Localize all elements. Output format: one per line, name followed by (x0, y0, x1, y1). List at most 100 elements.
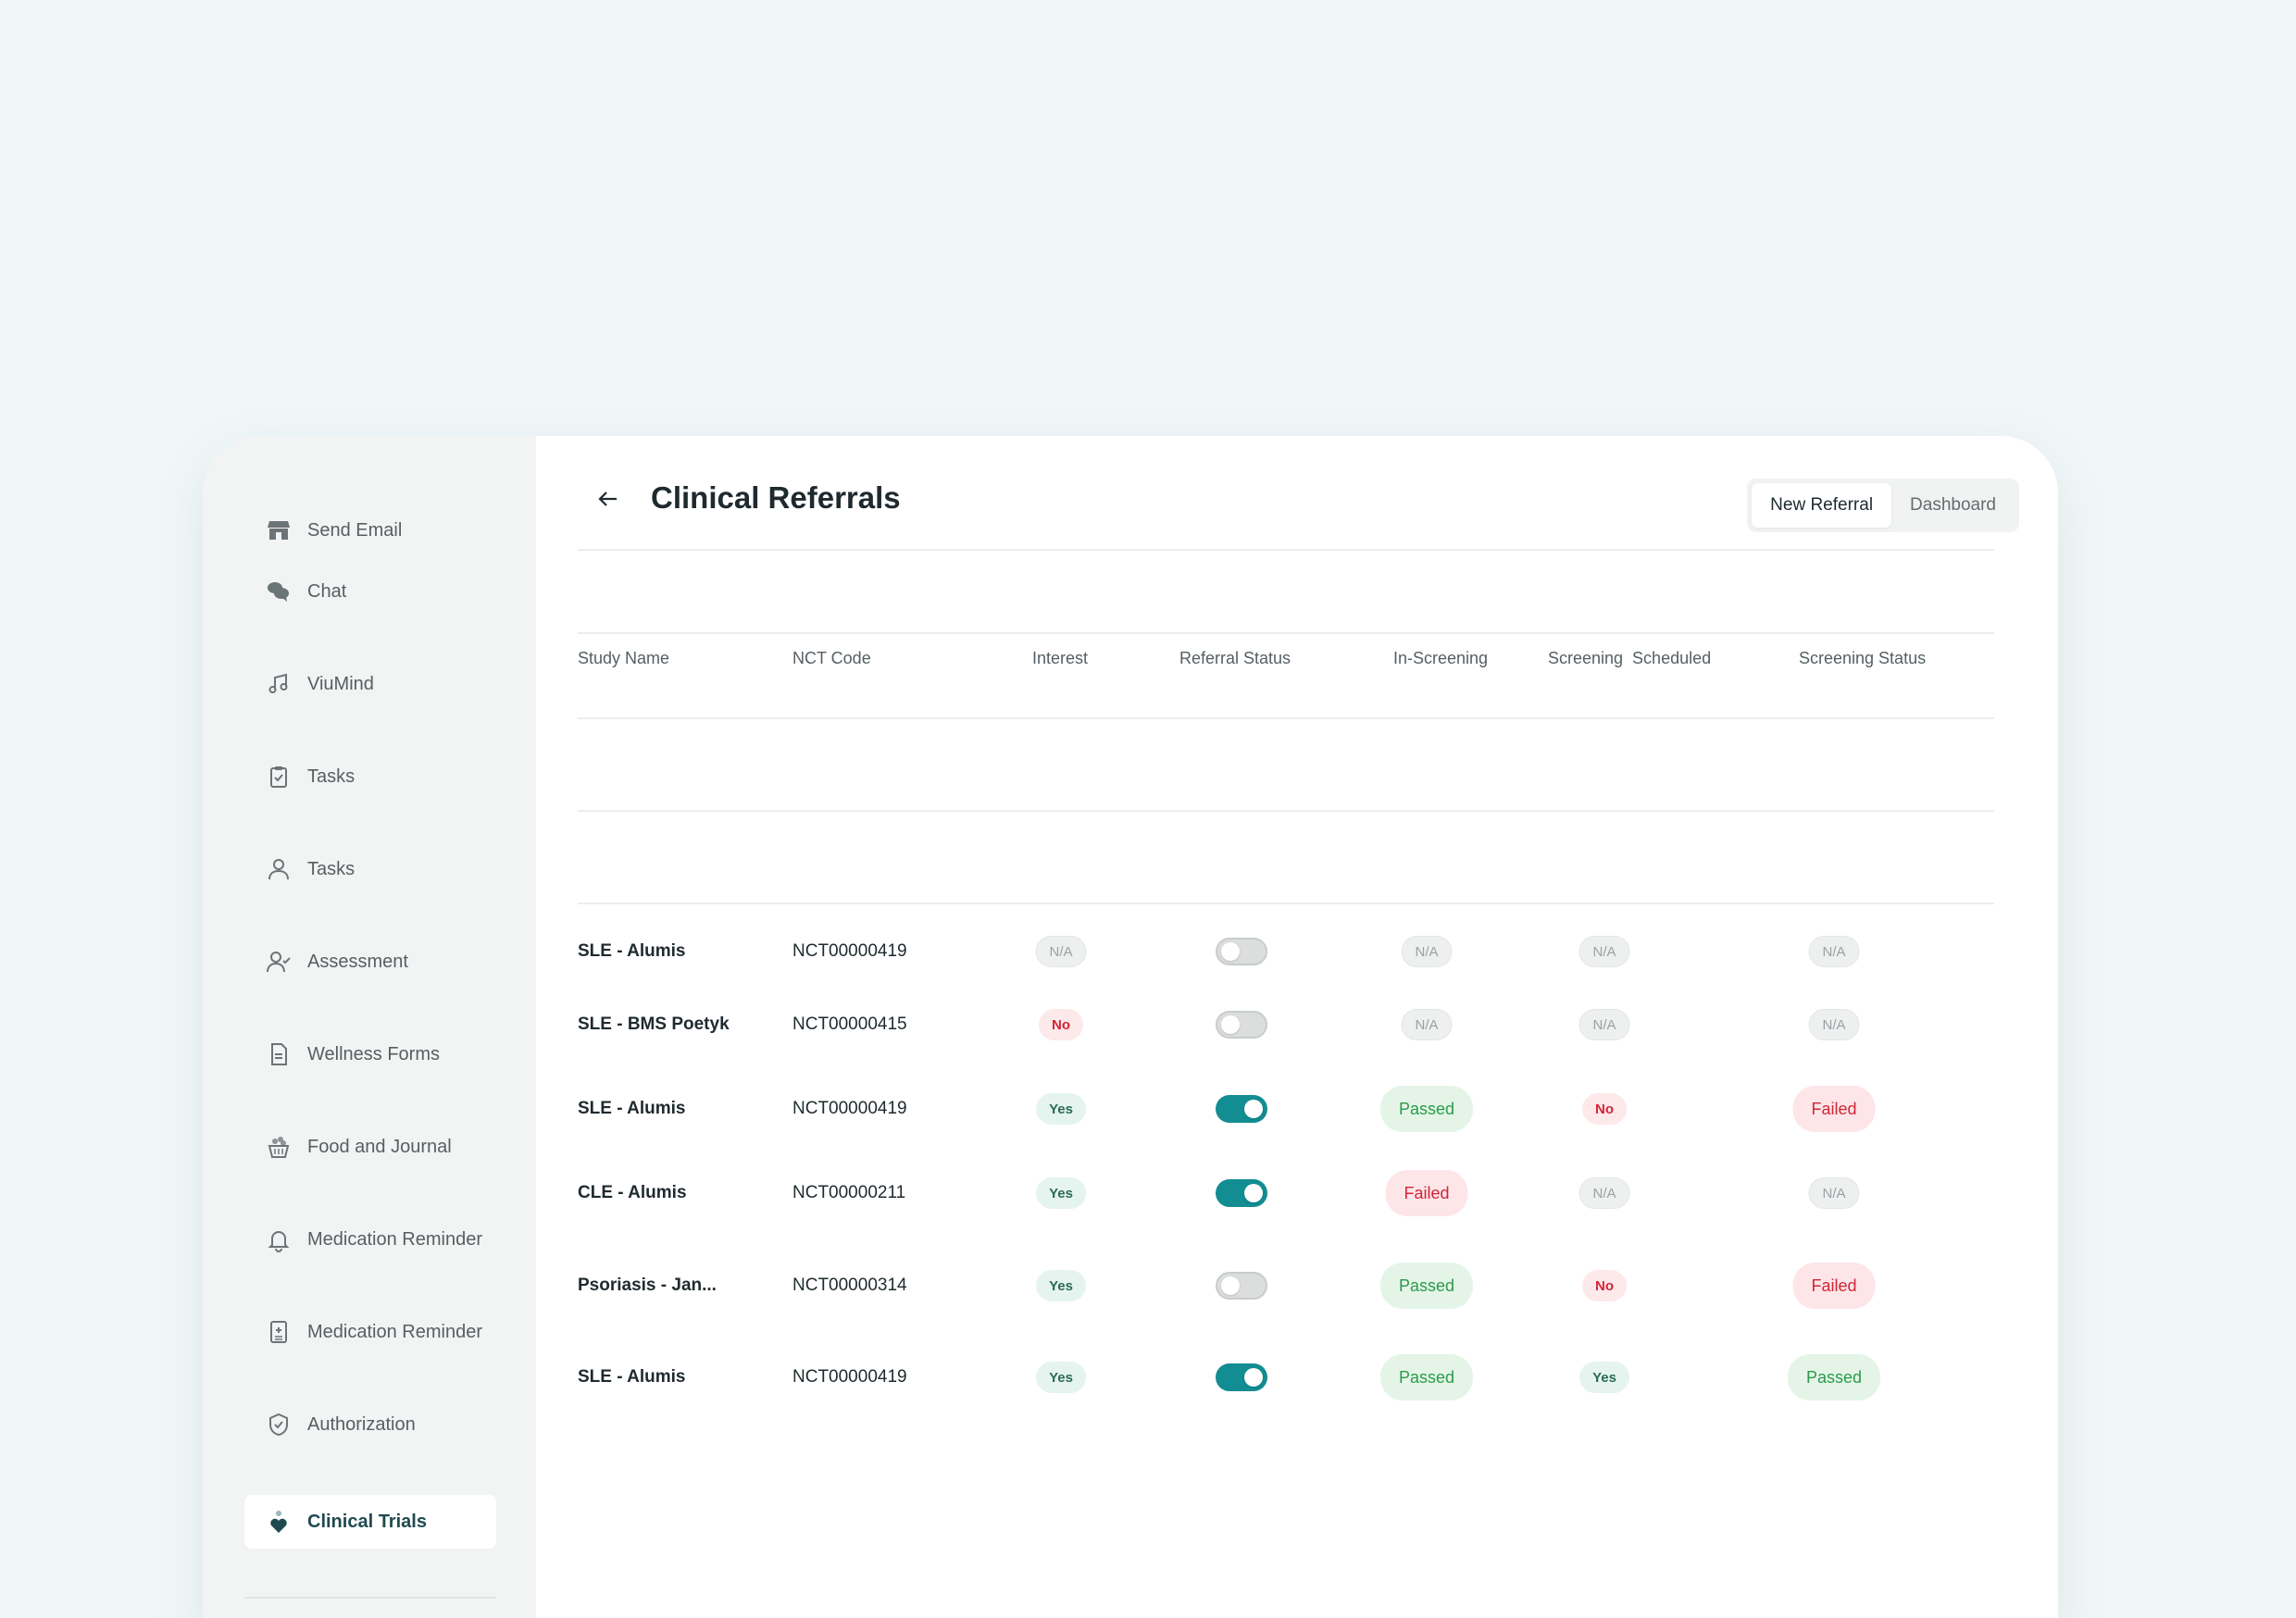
study-name-cell: SLE - Alumis (578, 1367, 686, 1387)
sidebar-divider (244, 1597, 496, 1599)
referral-status-toggle[interactable] (1216, 1179, 1267, 1207)
sidebar-item-tasks[interactable]: Tasks (244, 750, 496, 803)
referral-status-toggle[interactable] (1216, 938, 1267, 965)
nct-code-cell: NCT00000211 (792, 1183, 906, 1202)
screening-scheduled-badge: No (1582, 1270, 1627, 1301)
screening-status-badge: N/A (1808, 1177, 1860, 1209)
interest-cell: Yes (1036, 1177, 1086, 1209)
in-screening-cell: Passed (1379, 1354, 1474, 1400)
music-note-icon (265, 670, 293, 698)
nct-code-cell: NCT00000419 (792, 941, 907, 961)
store-icon (265, 517, 293, 544)
study-name-cell: SLE - BMS Poetyk (578, 1014, 730, 1034)
column-header-screening-status: Screening Status (1799, 649, 1927, 667)
row-divider (578, 717, 1994, 719)
table-header: Study Name NCT Code Interest Referral St… (578, 649, 1994, 686)
screening-scheduled-badge: N/A (1578, 1009, 1630, 1040)
screening-status-badge: Failed (1792, 1263, 1876, 1309)
arrow-left-icon (598, 489, 618, 514)
user-check-icon (265, 948, 293, 976)
sidebar-item-assessment[interactable]: Assessment (244, 935, 496, 989)
referral-status-cell (1216, 1011, 1267, 1039)
sidebar-item-label: Send Email (307, 519, 403, 541)
sidebar-item-tasks-user[interactable]: Tasks (244, 842, 496, 896)
referral-status-toggle[interactable] (1216, 1011, 1267, 1039)
in-screening-badge: N/A (1401, 1009, 1453, 1040)
row-divider (578, 549, 1994, 551)
referral-status-cell (1216, 1363, 1267, 1391)
in-screening-cell: Passed (1379, 1086, 1474, 1132)
nct-code-cell: NCT00000419 (792, 1099, 907, 1118)
sidebar-item-authorization[interactable]: Authorization (244, 1398, 496, 1451)
screening-scheduled-badge: N/A (1578, 936, 1630, 967)
food-basket-icon (265, 1133, 293, 1161)
view-switcher: New Referral Dashboard (1747, 479, 2019, 532)
in-screening-badge: Passed (1379, 1354, 1474, 1400)
column-header-study-name: Study Name (578, 649, 670, 667)
screening-status-cell: N/A (1808, 1009, 1860, 1040)
tab-new-referral[interactable]: New Referral (1752, 483, 1892, 528)
interest-badge: Yes (1036, 1093, 1086, 1125)
nct-code-cell: NCT00000314 (792, 1276, 907, 1295)
table-row[interactable]: SLE - Alumis NCT00000419 Yes Passed Yes Passe… (578, 1350, 1994, 1405)
screening-scheduled-cell: N/A (1578, 1177, 1630, 1209)
app-window: Send Email Chat ViuMind Tasks Tasks (203, 436, 2058, 1618)
heart-person-icon (265, 1508, 293, 1536)
back-button[interactable] (592, 484, 625, 517)
sidebar-item-medication-reminder[interactable]: Medication Reminder (244, 1213, 496, 1266)
study-name-cell: SLE - Alumis (578, 1099, 686, 1118)
sidebar-item-label: Authorization (307, 1413, 416, 1435)
sidebar-item-viumind[interactable]: ViuMind (244, 657, 496, 711)
screening-scheduled-badge: N/A (1578, 1177, 1630, 1209)
in-screening-badge: Passed (1379, 1263, 1474, 1309)
table-row[interactable]: Psoriasis - Jan... NCT00000314 Yes Passed No… (578, 1258, 1994, 1313)
referral-status-toggle[interactable] (1216, 1095, 1267, 1123)
sidebar-item-label: Wellness Forms (307, 1043, 440, 1064)
screening-scheduled-cell: Yes (1579, 1362, 1629, 1393)
table-row[interactable]: SLE - Alumis NCT00000419 N/A N/A N/A N/A (578, 924, 1994, 979)
interest-badge: Yes (1036, 1270, 1086, 1301)
sidebar-item-food-and-journal[interactable]: Food and Journal (244, 1120, 496, 1174)
sidebar-item-wellness-forms[interactable]: Wellness Forms (244, 1027, 496, 1081)
sidebar-item-label: Food and Journal (307, 1136, 452, 1157)
screening-scheduled-cell: N/A (1578, 936, 1630, 967)
screening-scheduled-cell: No (1582, 1270, 1627, 1301)
in-screening-cell: N/A (1401, 936, 1453, 967)
toggle-knob (1221, 1276, 1240, 1295)
table-row[interactable]: SLE - BMS Poetyk NCT00000415 No N/A N/A N/A (578, 997, 1994, 1052)
sidebar-item-label: Medication Reminder (307, 1228, 482, 1250)
screening-status-cell: N/A (1808, 1177, 1860, 1209)
nct-code-cell: NCT00000419 (792, 1367, 907, 1387)
sidebar-item-clinical-trials[interactable]: Clinical Trials (244, 1495, 496, 1549)
row-divider (578, 810, 1994, 812)
screening-status-badge: Passed (1787, 1354, 1881, 1400)
referral-status-toggle[interactable] (1216, 1272, 1267, 1300)
study-name-cell: CLE - Alumis (578, 1183, 687, 1202)
table-row[interactable]: SLE - Alumis NCT00000419 Yes Passed No Failed (578, 1081, 1994, 1137)
in-screening-badge: Passed (1379, 1086, 1474, 1132)
interest-badge: No (1039, 1009, 1083, 1040)
sidebar-item-chat[interactable]: Chat (244, 565, 496, 618)
table-row[interactable]: CLE - Alumis NCT00000211 Yes Failed N/A N/A (578, 1165, 1994, 1221)
sidebar-item-label: Medication Reminder (307, 1321, 482, 1342)
toggle-knob (1221, 1015, 1240, 1034)
interest-cell: N/A (1035, 936, 1087, 967)
sidebar-item-label: Assessment (307, 951, 408, 972)
sidebar-item-label: Tasks (307, 765, 356, 787)
in-screening-cell: Passed (1379, 1263, 1474, 1309)
tab-dashboard[interactable]: Dashboard (1910, 495, 1996, 515)
toggle-knob (1244, 1184, 1263, 1202)
screening-scheduled-badge: No (1582, 1093, 1627, 1125)
column-header-in-screening: In-Screening (1393, 649, 1489, 667)
referral-status-cell (1216, 1179, 1267, 1207)
sidebar-item-send-email[interactable]: Send Email (244, 504, 496, 557)
referral-status-toggle[interactable] (1216, 1363, 1267, 1391)
interest-cell: Yes (1036, 1270, 1086, 1301)
screening-status-cell: N/A (1808, 936, 1860, 967)
column-header-interest: Interest (1032, 649, 1089, 667)
study-name-cell: SLE - Alumis (578, 941, 686, 961)
referral-status-cell (1216, 938, 1267, 965)
referral-status-cell (1216, 1095, 1267, 1123)
screening-status-cell: Failed (1792, 1263, 1876, 1309)
sidebar-item-medication-reminder-file[interactable]: Medication Reminder (244, 1305, 496, 1359)
